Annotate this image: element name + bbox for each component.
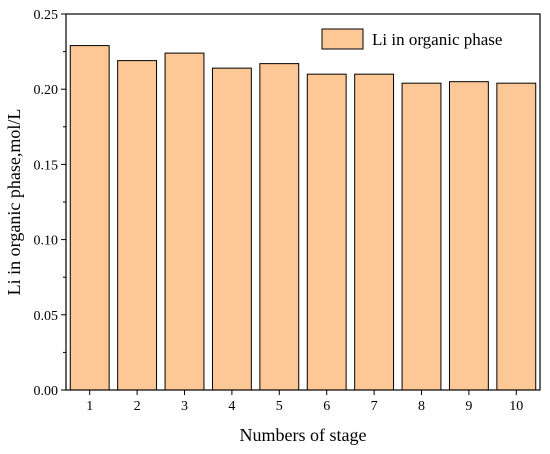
x-tick-label: 9 — [465, 399, 472, 414]
bar-stage-9 — [448, 81, 489, 391]
bar-stage-10 — [496, 82, 537, 391]
bar-stage-5 — [259, 63, 300, 391]
x-tick-label: 1 — [86, 399, 93, 414]
y-tick-label: 0.00 — [34, 384, 59, 399]
bar-stage-6 — [306, 73, 347, 391]
bars-group — [69, 45, 537, 391]
x-tick-label: 3 — [181, 399, 188, 414]
x-tick-label: 10 — [509, 399, 523, 414]
legend-swatch — [321, 28, 364, 50]
bar-stage-8 — [401, 82, 442, 391]
x-tick-label: 5 — [276, 399, 283, 414]
x-ticks: 1 2 3 4 5 6 7 8 9 10 — [86, 390, 523, 414]
x-tick-label: 6 — [323, 399, 330, 414]
y-tick-label: 0.10 — [34, 234, 59, 249]
legend: Li in organic phase — [321, 28, 502, 50]
y-ticks: 0.00 0.05 0.10 0.15 0.20 0.25 — [34, 8, 66, 399]
x-tick-label: 8 — [418, 399, 425, 414]
legend-label: Li in organic phase — [372, 30, 502, 49]
x-tick-label: 2 — [134, 399, 141, 414]
x-tick-label: 7 — [371, 399, 378, 414]
bar-stage-3 — [164, 52, 205, 391]
y-tick-label: 0.05 — [34, 309, 59, 324]
bar-stage-7 — [354, 73, 395, 391]
bar-stage-1 — [69, 45, 110, 391]
y-tick-label: 0.25 — [34, 8, 59, 23]
y-tick-label: 0.15 — [34, 158, 59, 173]
y-tick-label: 0.20 — [34, 83, 59, 98]
bar-stage-2 — [117, 60, 158, 391]
x-axis-label: Numbers of stage — [240, 425, 367, 445]
plot-frame — [65, 13, 541, 391]
x-tick-label: 4 — [228, 399, 235, 414]
y-axis-label: Li in organic phase,mol/L — [4, 109, 24, 296]
bar-stage-4 — [211, 67, 252, 391]
